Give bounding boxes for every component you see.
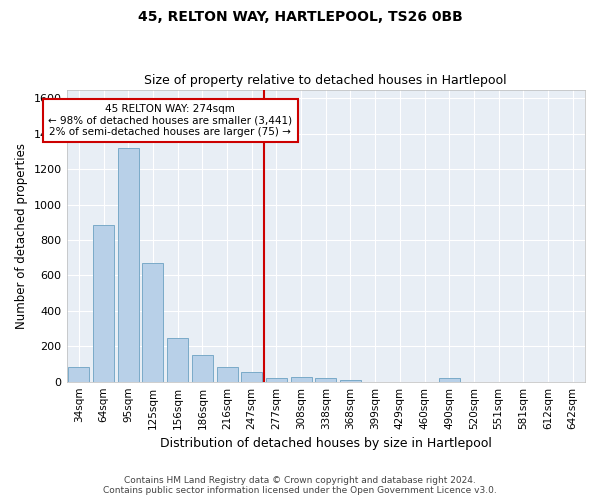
Bar <box>68 367 89 382</box>
Bar <box>167 338 188 382</box>
Bar <box>439 378 460 382</box>
Bar <box>340 380 361 382</box>
Bar <box>93 225 114 382</box>
Bar <box>266 378 287 382</box>
Y-axis label: Number of detached properties: Number of detached properties <box>15 142 28 328</box>
Bar <box>241 372 262 382</box>
Bar <box>315 378 336 382</box>
Title: Size of property relative to detached houses in Hartlepool: Size of property relative to detached ho… <box>145 74 507 87</box>
Bar <box>118 148 139 382</box>
Text: Contains HM Land Registry data © Crown copyright and database right 2024.
Contai: Contains HM Land Registry data © Crown c… <box>103 476 497 495</box>
Bar <box>192 356 213 382</box>
Text: 45, RELTON WAY, HARTLEPOOL, TS26 0BB: 45, RELTON WAY, HARTLEPOOL, TS26 0BB <box>137 10 463 24</box>
Bar <box>217 366 238 382</box>
Bar <box>290 377 311 382</box>
X-axis label: Distribution of detached houses by size in Hartlepool: Distribution of detached houses by size … <box>160 437 492 450</box>
Bar <box>142 262 163 382</box>
Text: 45 RELTON WAY: 274sqm
← 98% of detached houses are smaller (3,441)
2% of semi-de: 45 RELTON WAY: 274sqm ← 98% of detached … <box>48 104 292 137</box>
